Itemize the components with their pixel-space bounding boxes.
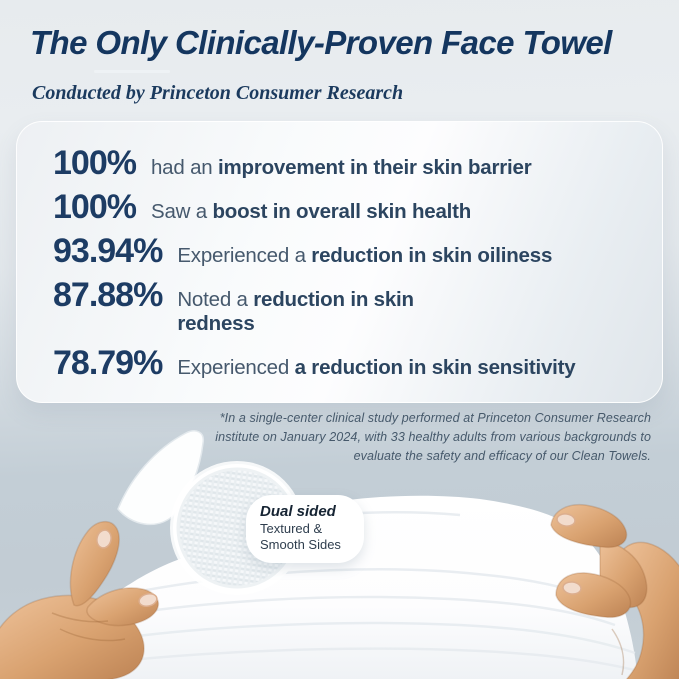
header: The Only Clinically-Proven Face Towel Co… [30,24,659,105]
callout-line1: Textured & [260,521,323,536]
stat-prefix: Experienced a [177,243,306,267]
stat-value: 93.94% [53,231,163,270]
stats-card: 100% had an improvement in their skin ba… [16,121,663,403]
stat-value: 87.88% [53,275,163,314]
stat-emphasis: boost in overall skin health [212,199,472,223]
stat-text: Noted a reduction in skin redness [177,288,482,336]
stat-prefix: had an [150,156,213,179]
stat-value: 78.79% [53,343,163,382]
stat-value: 100% [53,144,137,182]
product-photo: Dual sided Textured & Smooth Sides [0,399,679,679]
right-hand [550,503,679,679]
callout-line2: Smooth Sides [260,537,341,553]
stat-text: Saw a boost in overall skin health [151,200,471,224]
stat-row: 100% Saw a boost in overall skin health [53,190,634,224]
stat-row: 87.88% Noted a reduction in skin redness [53,278,634,336]
subtitle: Conducted by Princeton Consumer Research [32,81,404,104]
towel [69,430,646,679]
stat-emphasis: reduction in skin redness [177,287,414,335]
stat-prefix: Noted a [177,287,248,311]
dual-sided-callout: Dual sided Textured & Smooth Sides [246,495,364,563]
left-hand [0,521,160,679]
stat-text: had an improvement in their skin barrier [151,156,532,180]
stat-row: 100% had an improvement in their skin ba… [53,146,634,180]
study-disclaimer: *In a single-center clinical study perfo… [215,411,651,463]
title-underline [94,70,170,73]
stat-text: Experienced a reduction in skin oiliness [177,244,552,268]
stat-value: 100% [53,187,137,226]
stat-prefix: Saw a [150,199,207,223]
page-title: The Only Clinically-Proven Face Towel [30,24,612,61]
stat-emphasis: improvement in their skin barrier [217,156,532,179]
stat-emphasis: reduction in skin oiliness [311,243,553,267]
stat-row: 93.94% Experienced a reduction in skin o… [53,234,634,268]
stat-prefix: Experienced [177,355,290,379]
stat-text: Experienced a reduction in skin sensitiv… [177,356,575,380]
callout-title: Dual sided [260,503,336,520]
stat-emphasis: a reduction in skin sensitivity [294,355,576,379]
stat-row: 78.79% Experienced a reduction in skin s… [53,346,634,380]
